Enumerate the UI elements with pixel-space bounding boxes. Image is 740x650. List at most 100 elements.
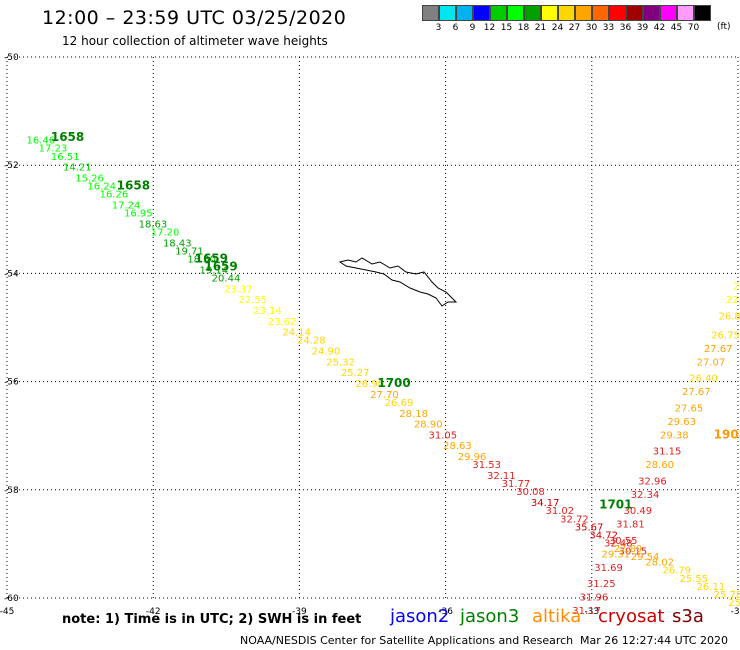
time-label: 1659	[204, 260, 237, 274]
colorbar-swatch	[660, 5, 677, 21]
data-point-cryosat: 25.78	[714, 590, 740, 601]
legend-item-cryosat: cryosat	[598, 606, 665, 627]
data-point-jason3: 29.96	[458, 452, 487, 463]
footer-note: note: 1) Time is in UTC; 2) SWH is in fe…	[62, 612, 362, 627]
colorbar-swatch	[456, 5, 473, 21]
colorbar-swatch	[473, 5, 490, 21]
y-tick-label: -52	[4, 161, 19, 171]
colorbar-label: 45	[670, 23, 683, 33]
data-point-jason3: 16.46	[26, 136, 55, 147]
chart-subtitle: 12 hour collection of altimeter wave hei…	[62, 34, 328, 48]
x-tick-label: -45	[0, 607, 14, 617]
y-tick-label: -54	[4, 269, 19, 279]
colorbar-label: 24	[551, 23, 564, 33]
data-point-altika: 30.49	[623, 506, 652, 517]
data-point-altika: 22	[733, 282, 740, 293]
data-point-altika: 30.55	[609, 536, 638, 547]
data-point-cryosat: 25.15	[728, 598, 740, 609]
data-point-jason3: 23.37	[224, 284, 253, 295]
data-point-jason3: 16.51	[51, 152, 80, 163]
data-point-altika: 27.67	[704, 344, 733, 355]
time-label: 1700	[377, 376, 410, 390]
time-label: 1658	[51, 130, 84, 144]
credit-line: NOAA/NESDIS Center for Satellite Applica…	[240, 634, 574, 647]
data-point-altika: 32.34	[631, 490, 660, 501]
y-tick-label: -56	[4, 378, 19, 388]
data-point-jason3: 17.23	[39, 144, 68, 155]
data-point-jason3: 26.90	[355, 379, 384, 390]
colorbar-label: 30	[585, 23, 598, 33]
colorbar-label: 12	[483, 23, 496, 33]
legend-item-altika: altika	[532, 606, 582, 627]
data-point-altika: 22.8	[726, 295, 740, 306]
data-point-jason3: 18.43	[163, 238, 192, 249]
data-point-altika: 29.31	[602, 549, 631, 560]
data-point-jason3: 18.50	[187, 255, 216, 266]
data-point-jason3: 23.62	[268, 317, 297, 328]
colorbar-label: 9	[469, 23, 476, 33]
data-point-jason3: 24.14	[282, 328, 311, 339]
colorbar-label: 18	[517, 23, 530, 33]
colorbar-swatch	[439, 5, 456, 21]
data-point-cryosat: 29.54	[631, 552, 660, 563]
data-point-jason3: 32.48	[604, 539, 633, 550]
data-point-jason3: 23.14	[253, 306, 282, 317]
colorbar-swatch	[643, 5, 660, 21]
colorbar-swatch	[422, 5, 439, 21]
x-tick-label: -33	[584, 607, 599, 617]
x-tick-label: -30	[731, 607, 740, 617]
data-point-jason3: 28.18	[399, 409, 428, 420]
data-point-jason3: 26.69	[385, 398, 414, 409]
chart-title: 12:00 – 23:59 UTC 03/25/2020	[42, 7, 347, 29]
credit-timestamp: Mar 26 12:27:44 UTC 2020	[580, 634, 728, 647]
data-point-altika: 26.8	[719, 311, 740, 322]
data-point-altika: 31.69	[594, 563, 623, 574]
data-point-altika: 26.40	[689, 374, 718, 385]
data-point-jason3: 31.05	[429, 430, 458, 441]
data-point-jason3: 24.90	[312, 347, 341, 358]
data-point-jason3: 17.20	[151, 228, 180, 239]
data-point-jason3: 18.63	[139, 219, 168, 230]
data-point-jason3: 15.26	[75, 173, 104, 184]
data-point-jason3: 30.15	[619, 547, 648, 558]
x-tick-label: -39	[292, 607, 307, 617]
colorbar-swatch	[609, 5, 626, 21]
colorbar-label: 39	[636, 23, 649, 33]
data-point-jason3: 25.32	[326, 357, 355, 368]
data-point-altika: 27.07	[697, 357, 726, 368]
x-tick-label: -42	[146, 607, 161, 617]
colorbar-labels: 3 6 9 12 15 18 21 24 27 30 33 36 39 42 45 70	[422, 23, 702, 33]
colorbar-swatch	[694, 5, 711, 21]
data-point-jason3: 30.08	[516, 487, 545, 498]
data-point-jason3: 24.28	[297, 336, 326, 347]
data-point-altika: 31.96	[580, 593, 609, 604]
data-point-cryosat: 26.79	[662, 566, 691, 577]
colorbar-swatch	[677, 5, 694, 21]
colorbar-label: 6	[452, 23, 459, 33]
legend-item-jason2: jason2	[390, 606, 450, 627]
colorbar-swatch	[490, 5, 507, 21]
data-point-jason3: 35.67	[575, 522, 604, 533]
data-point-jason3: 27.70	[370, 390, 399, 401]
data-point-jason3: 28.90	[414, 420, 443, 431]
legend-item-s3a: s3a	[672, 606, 704, 627]
data-point-altika: 26.75	[711, 330, 740, 341]
colorbar-swatch	[507, 5, 524, 21]
colorbar-label: 70	[687, 23, 700, 33]
colorbar-swatch	[558, 5, 575, 21]
time-label: 1701	[599, 498, 632, 512]
data-point-jason3: 22.55	[238, 295, 267, 306]
data-point-jason3: 34.72	[589, 530, 618, 541]
data-point-altika: 29.38	[660, 430, 689, 441]
colorbar-label: 36	[619, 23, 632, 33]
colorbar-label: 27	[568, 23, 581, 33]
data-point-altika: 31.25	[587, 579, 616, 590]
time-label: 1659	[195, 252, 228, 266]
island-outline	[338, 257, 458, 307]
data-point-altika: 29.63	[667, 417, 696, 428]
data-point-altika: 31.17	[572, 606, 601, 617]
data-point-altika: 28.60	[645, 460, 674, 471]
y-tick-label: -50	[4, 53, 19, 63]
data-point-jason3: 32.72	[560, 514, 589, 525]
